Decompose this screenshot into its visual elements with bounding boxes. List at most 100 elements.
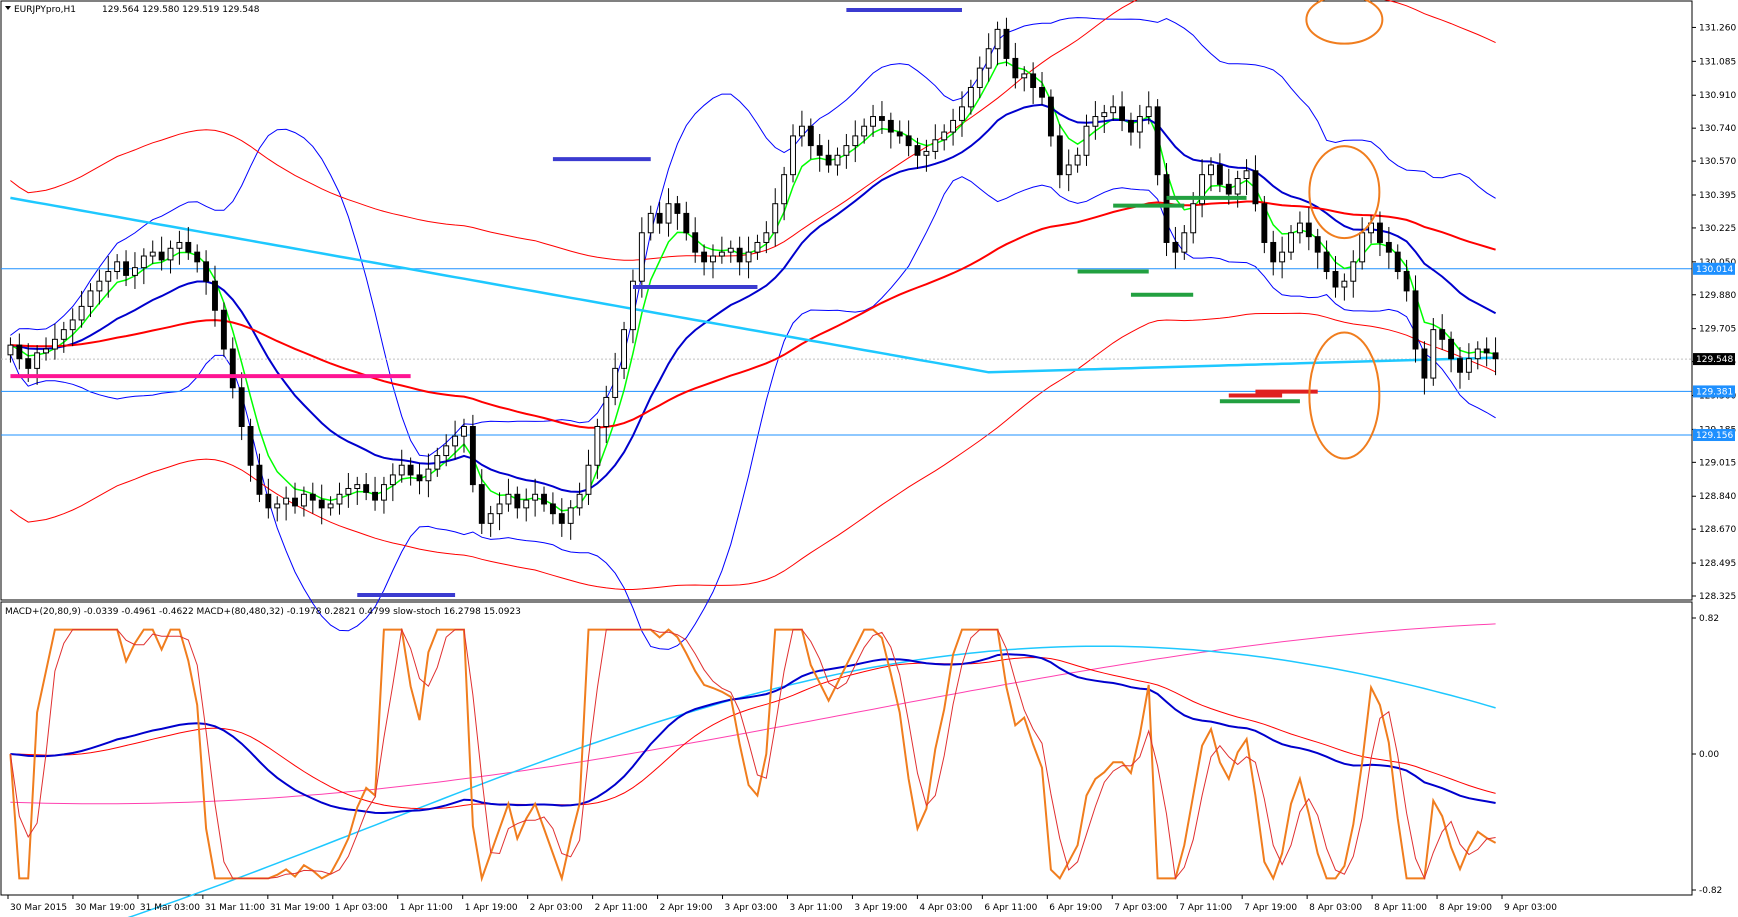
bear-candle [478, 484, 485, 524]
bear-candle [1039, 86, 1045, 98]
bull-candle [132, 267, 138, 276]
bull-candle [523, 499, 530, 509]
bull-candle [621, 329, 627, 369]
bear-candle [1314, 236, 1321, 253]
bull-candle [1430, 329, 1437, 379]
price-tick-label: 129.880 [1699, 291, 1736, 301]
time-tick-label: 31 Mar 19:00 [270, 903, 330, 913]
dropdown-triangle-icon[interactable] [5, 6, 11, 10]
bear-candle [549, 503, 556, 515]
bull-candle [336, 493, 343, 505]
time-axis: 30 Mar 2015 30 Mar 19:00 31 Mar 03:00 31 Ma… [7, 895, 1557, 913]
bull-candle [834, 154, 841, 166]
bull-candle [1190, 203, 1197, 234]
time-tick-label: 30 Mar 19:00 [75, 903, 135, 913]
stoch-d-line [9, 627, 1496, 880]
price-tick-label: 129.015 [1699, 458, 1736, 468]
time-tick-label: 7 Apr 19:00 [1244, 903, 1297, 913]
bull-candle [114, 261, 121, 273]
bear-candle [1119, 106, 1125, 121]
bear-candle [683, 212, 690, 234]
bear-candle [158, 251, 165, 261]
bear-candle [194, 251, 201, 263]
bear-candle [656, 212, 663, 224]
bull-candle [1279, 251, 1286, 263]
bear-candle [825, 154, 832, 166]
bull-candle [870, 116, 876, 127]
bull-candle [585, 464, 592, 495]
bear-candle [363, 484, 370, 493]
macd-line [10, 653, 1496, 815]
time-tick-label: 1 Apr 19:00 [465, 903, 518, 913]
bear-candle [807, 125, 814, 147]
bear-candle [896, 131, 903, 137]
bear-candle [1305, 222, 1312, 238]
bull-candle [1065, 164, 1072, 176]
bear-candle [1421, 348, 1428, 379]
bear-candle [1216, 164, 1223, 185]
time-tick-label: 31 Mar 11:00 [205, 903, 265, 913]
price-tick-label: 129.705 [1699, 325, 1736, 335]
current-price-tag-bg [1693, 353, 1735, 366]
indicator-header: MACD+(20,80,9) -0.0339 -0.4961 -0.4622 M… [5, 607, 521, 617]
bull-candle [398, 464, 405, 476]
bull-candle [176, 241, 183, 249]
main-chart-frame[interactable] [0, 0, 1693, 601]
bull-candle [985, 48, 992, 69]
price-tick-label: 131.085 [1699, 57, 1736, 67]
bull-candle [283, 497, 290, 505]
bull-candle [852, 135, 859, 147]
bull-candle [798, 125, 805, 137]
bear-candle [1030, 73, 1037, 88]
bull-candle [710, 255, 716, 263]
time-tick-label: 31 Mar 03:00 [140, 903, 200, 913]
bull-candle [381, 484, 387, 501]
bull-candle [967, 86, 974, 108]
price-tag-label: 130.014 [1696, 265, 1733, 275]
bull-candle [496, 503, 503, 515]
bear-candle [407, 464, 414, 476]
bull-candle [567, 507, 574, 524]
bull-candle [1350, 261, 1357, 282]
bull-candle [745, 251, 752, 263]
bull-candle [718, 251, 725, 257]
price-tag-label: 129.156 [1696, 431, 1733, 441]
bear-candle [1252, 170, 1259, 205]
bull-candle [1465, 358, 1472, 373]
bear-candle [541, 493, 547, 505]
candles-layer [7, 17, 1499, 540]
bull-candle [932, 139, 939, 152]
bear-candle [692, 232, 699, 253]
bear-candle [1012, 57, 1019, 79]
time-tick-label: 1 Apr 03:00 [335, 903, 388, 913]
time-tick-label: 7 Apr 03:00 [1114, 903, 1167, 913]
price-tick-label: 128.840 [1699, 492, 1736, 502]
bear-candle [1323, 251, 1330, 273]
bear-candle [229, 348, 236, 389]
bull-candle [389, 474, 396, 486]
bull-candle [638, 232, 645, 282]
bear-candle [256, 464, 263, 495]
bull-candle [772, 203, 779, 234]
bear-candle [905, 135, 912, 147]
time-tick-label: 8 Apr 19:00 [1439, 903, 1492, 913]
bear-candle [514, 493, 521, 509]
indicator-frame[interactable] [0, 601, 1693, 896]
price-tick-label: 128.325 [1699, 592, 1736, 602]
price-tick-label: 130.225 [1699, 224, 1736, 234]
indicator-axis: 0.82 0.00 -0.82 [1692, 614, 1722, 896]
bull-candle [1474, 348, 1481, 360]
bull-candle [327, 503, 334, 509]
bull-candle [1110, 106, 1117, 114]
envelope-upper [10, 0, 1496, 261]
bull-candle [923, 150, 930, 156]
bear-candle [469, 425, 476, 486]
bull-candle [96, 280, 103, 292]
bull-candle [78, 305, 85, 321]
time-tick-label: 4 Apr 03:00 [919, 903, 972, 913]
bear-candle [887, 119, 894, 133]
bear-candle [1385, 241, 1392, 253]
bear-candle [1128, 119, 1134, 133]
time-tick-label: 1 Apr 11:00 [400, 903, 453, 913]
